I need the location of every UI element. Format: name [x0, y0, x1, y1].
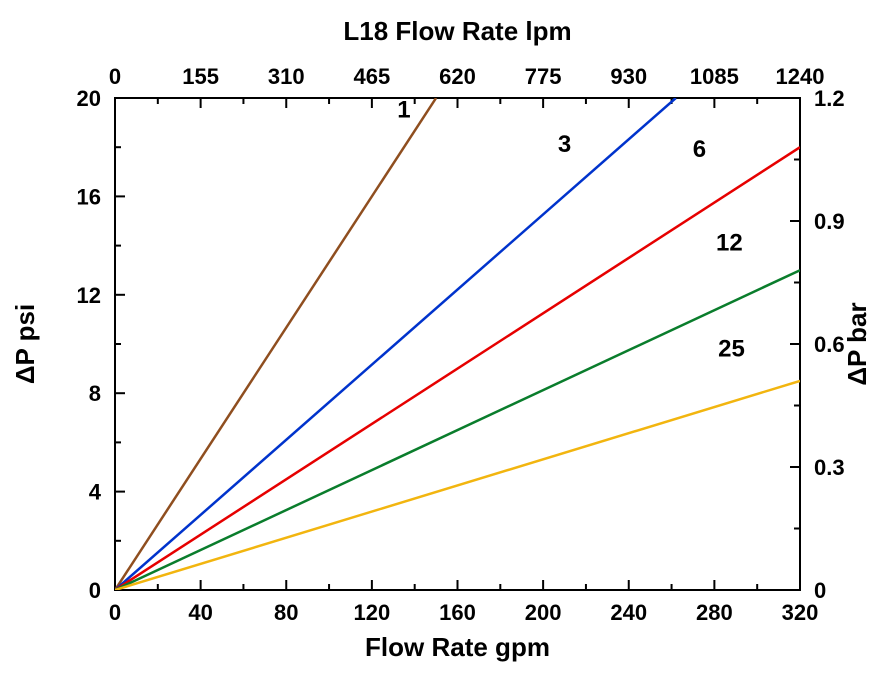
x-top-tick-label: 930: [610, 64, 647, 89]
flow-rate-chart: 0408012016020024028032001553104656207759…: [0, 0, 884, 684]
x-top-tick-label: 465: [354, 64, 391, 89]
x-bottom-tick-label: 120: [354, 600, 391, 625]
x-bottom-tick-label: 160: [439, 600, 476, 625]
y-left-tick-label: 8: [89, 381, 101, 406]
x-bottom-tick-label: 0: [109, 600, 121, 625]
y-right-tick-label: 0.3: [814, 455, 845, 480]
series-label-12: 12: [716, 230, 743, 257]
y-right-tick-label: 0.9: [814, 209, 845, 234]
x-bottom-tick-label: 240: [610, 600, 647, 625]
x-top-tick-label: 620: [439, 64, 476, 89]
x-bottom-tick-label: 80: [274, 600, 298, 625]
x-top-tick-label: 155: [182, 64, 219, 89]
y-right-tick-label: 1.2: [814, 86, 845, 111]
y-left-axis-label: ΔP psi: [10, 304, 40, 384]
x-bottom-tick-label: 320: [782, 600, 819, 625]
x-top-tick-label: 310: [268, 64, 305, 89]
x-top-tick-label: 775: [525, 64, 562, 89]
series-label-3: 3: [558, 131, 571, 158]
x-bottom-tick-label: 200: [525, 600, 562, 625]
y-right-tick-label: 0.6: [814, 332, 845, 357]
chart-title: L18 Flow Rate lpm: [343, 16, 571, 46]
series-label-6: 6: [693, 136, 706, 163]
series-label-1: 1: [397, 97, 410, 124]
x-bottom-tick-label: 280: [696, 600, 733, 625]
y-left-tick-label: 20: [77, 86, 101, 111]
x-top-tick-label: 1085: [690, 64, 739, 89]
x-top-tick-label: 0: [109, 64, 121, 89]
x-bottom-tick-label: 40: [188, 600, 212, 625]
y-left-tick-label: 0: [89, 578, 101, 603]
chart-container: 0408012016020024028032001553104656207759…: [0, 0, 884, 684]
y-right-axis-label: ΔP bar: [842, 302, 872, 385]
y-left-tick-label: 12: [77, 283, 101, 308]
series-label-25: 25: [718, 335, 745, 362]
x-bottom-axis-label: Flow Rate gpm: [365, 632, 550, 662]
y-right-tick-label: 0: [814, 578, 826, 603]
y-left-tick-label: 4: [89, 480, 102, 505]
y-left-tick-label: 16: [77, 184, 101, 209]
